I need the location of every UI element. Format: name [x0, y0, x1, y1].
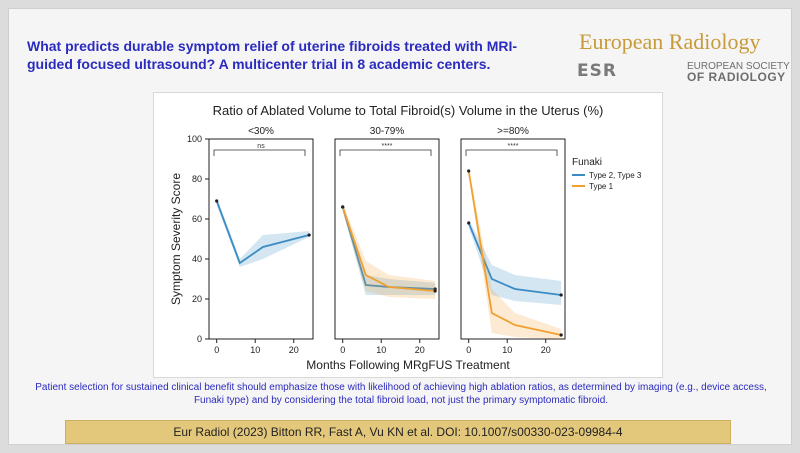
- x-tick-label: 20: [415, 345, 425, 355]
- y-axis-label: Symptom Severity Score: [169, 173, 183, 305]
- society-name: EUROPEAN SOCIETY OF RADIOLOGY: [687, 61, 790, 83]
- data-point: [467, 221, 471, 225]
- data-point: [559, 333, 563, 337]
- panel-frame: [460, 138, 566, 340]
- series-line: [467, 222, 562, 296]
- confidence-band: [342, 203, 436, 295]
- significance-bracket: [465, 149, 558, 156]
- y-tick-label: 20: [192, 294, 202, 304]
- series-line: [341, 206, 436, 290]
- x-tick-label: 0: [466, 345, 471, 355]
- significance-label: ****: [382, 143, 393, 150]
- data-point: [467, 169, 471, 173]
- y-tick-label: 40: [192, 254, 202, 264]
- series-line: [215, 200, 310, 265]
- chart-title: Ratio of Ablated Volume to Total Fibroid…: [213, 103, 604, 118]
- confidence-band: [216, 197, 310, 267]
- society-name-line1: EUROPEAN SOCIETY: [687, 61, 790, 72]
- panel-title: 30-79%: [370, 126, 405, 137]
- data-point: [341, 205, 345, 209]
- y-tick-label: 100: [187, 134, 202, 144]
- x-tick-label: 20: [289, 345, 299, 355]
- significance-label: ****: [508, 143, 519, 150]
- legend-entry: Type 2, Type 3: [589, 171, 642, 180]
- y-tick-label: 0: [197, 334, 202, 344]
- data-point: [307, 233, 311, 237]
- slide-title: What predicts durable symptom relief of …: [27, 38, 518, 72]
- x-tick-label: 10: [250, 345, 260, 355]
- y-tick-label: 60: [192, 214, 202, 224]
- x-axis-label: Months Following MRgFUS Treatment: [306, 358, 510, 372]
- data-point: [215, 199, 219, 203]
- slide: What predicts durable symptom relief of …: [8, 8, 792, 445]
- x-tick-label: 10: [376, 345, 386, 355]
- series-line: [341, 206, 436, 292]
- data-point: [559, 293, 563, 297]
- society-name-line2: OF RADIOLOGY: [687, 70, 786, 84]
- x-tick-label: 0: [340, 345, 345, 355]
- significance-bracket: [339, 149, 432, 156]
- significance-bracket: [213, 149, 306, 156]
- chart-panel: Ratio of Ablated Volume to Total Fibroid…: [153, 92, 663, 378]
- x-tick-label: 10: [502, 345, 512, 355]
- conclusion-text: Patient selection for sustained clinical…: [35, 382, 767, 406]
- data-point: [433, 289, 437, 293]
- confidence-band: [468, 167, 562, 339]
- society-mark: ESR: [577, 61, 617, 81]
- legend-entry: Type 1: [589, 182, 614, 191]
- panel-title: >=80%: [497, 126, 529, 137]
- x-tick-label: 0: [214, 345, 219, 355]
- y-tick-label: 80: [192, 174, 202, 184]
- panel-title: <30%: [248, 126, 274, 137]
- significance-label: ns: [257, 143, 265, 150]
- society-logo: ESR EUROPEAN SOCIETY OF RADIOLOGY: [577, 61, 791, 85]
- series-line: [467, 170, 562, 336]
- x-tick-label: 20: [541, 345, 551, 355]
- confidence-band: [468, 219, 562, 305]
- chart-svg: Ratio of Ablated Volume to Total Fibroid…: [169, 103, 642, 372]
- citation-bar: Eur Radiol (2023) Bitton RR, Fast A, Vu …: [65, 420, 731, 444]
- legend-title: Funaki: [572, 157, 602, 168]
- journal-name: European Radiology: [579, 29, 761, 54]
